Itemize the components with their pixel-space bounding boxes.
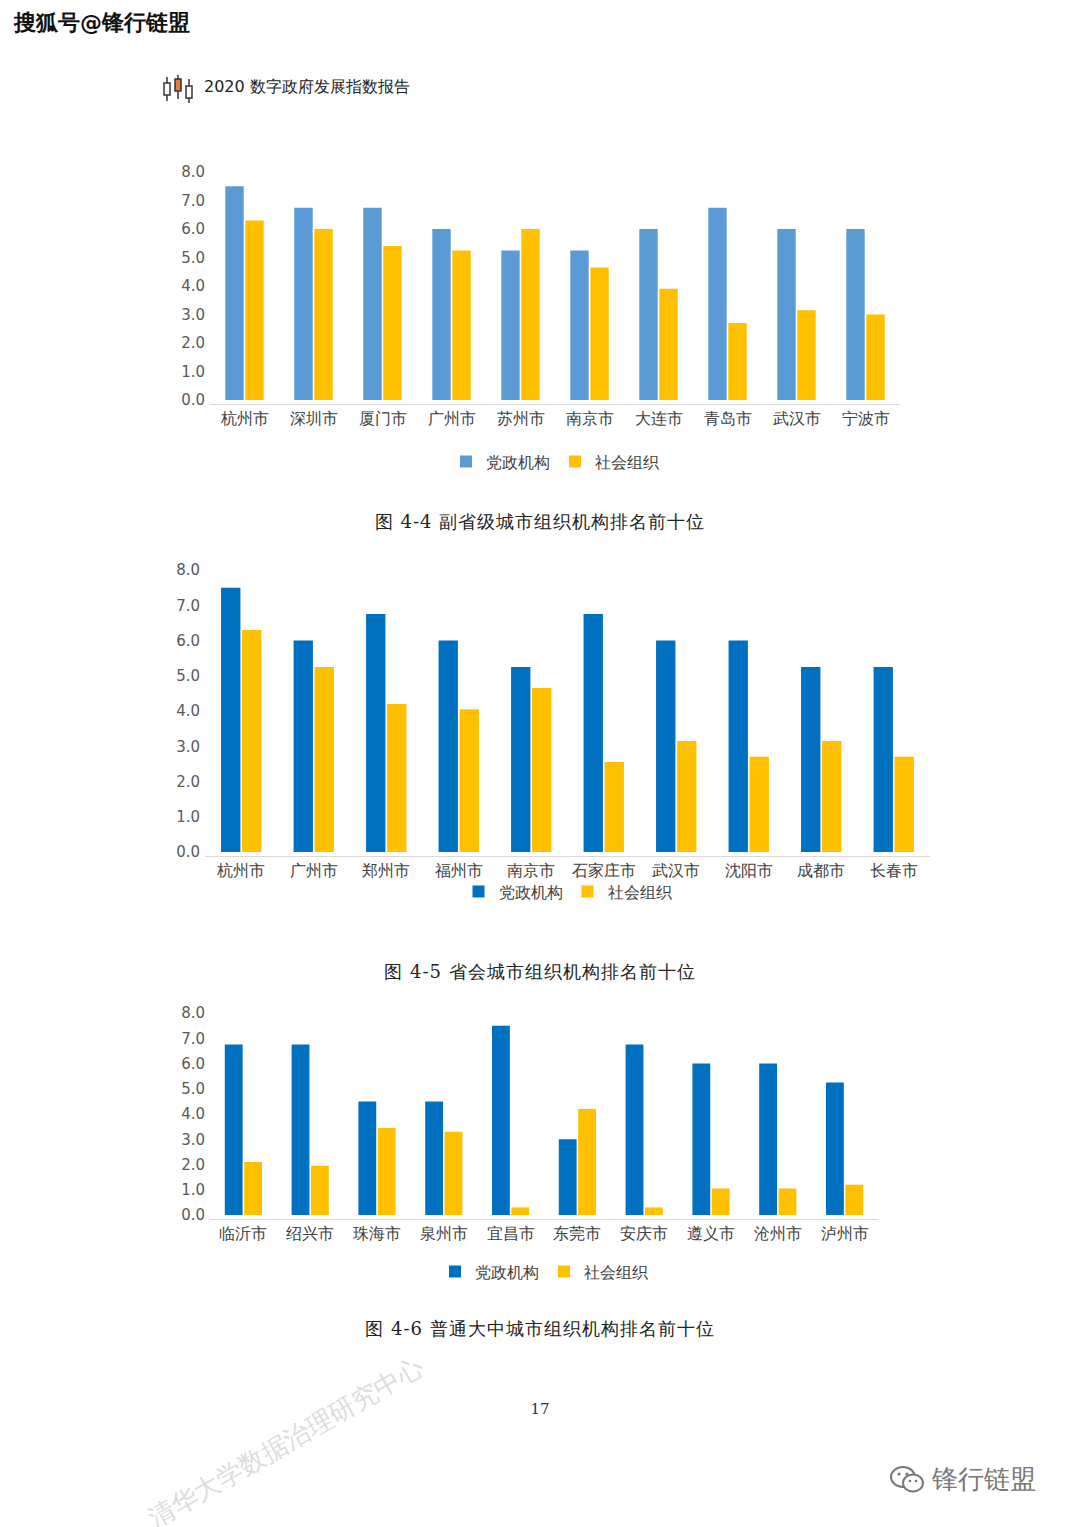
html-text:2020 数字政府发展指数报告: 2020 数字政府发展指数报告 xyxy=(204,77,410,96)
svg-text:3.0: 3.0 xyxy=(176,738,200,756)
svg-text:青岛市: 青岛市 xyxy=(704,409,752,428)
svg-text:广州市: 广州市 xyxy=(290,861,338,880)
svg-text:5.0: 5.0 xyxy=(176,667,200,685)
svg-text:东莞市: 东莞市 xyxy=(553,1224,601,1243)
svg-text:沧州市: 沧州市 xyxy=(754,1224,802,1243)
svg-text:0.0: 0.0 xyxy=(181,1206,205,1224)
svg-text:5.0: 5.0 xyxy=(181,249,205,267)
svg-text:8.0: 8.0 xyxy=(181,163,205,181)
svg-text:8.0: 8.0 xyxy=(181,1004,205,1022)
svg-text:泉州市: 泉州市 xyxy=(420,1224,468,1243)
svg-text:成都市: 成都市 xyxy=(797,861,845,880)
svg-text:珠海市: 珠海市 xyxy=(353,1224,401,1243)
svg-text:厦门市: 厦门市 xyxy=(359,409,407,428)
html-text:图 4-4 副省级城市组织机构排名前十位: 图 4-4 副省级城市组织机构排名前十位 xyxy=(374,511,706,532)
svg-text:1.0: 1.0 xyxy=(176,808,200,826)
svg-text:临沂市: 临沂市 xyxy=(219,1224,267,1243)
svg-text:武汉市: 武汉市 xyxy=(773,409,821,428)
svg-text:2.0: 2.0 xyxy=(176,773,200,791)
html-text:图 4-5 省会城市组织机构排名前十位: 图 4-5 省会城市组织机构排名前十位 xyxy=(384,961,696,982)
svg-text:福州市: 福州市 xyxy=(435,861,483,880)
svg-text:石家庄市: 石家庄市 xyxy=(572,861,636,880)
svg-text:2.0: 2.0 xyxy=(181,334,205,352)
html-text:17: 17 xyxy=(530,1400,550,1418)
svg-text:南京市: 南京市 xyxy=(566,409,614,428)
svg-text:党政机构: 党政机构 xyxy=(486,453,550,472)
svg-text:南京市: 南京市 xyxy=(507,861,555,880)
html-text:图 4-6 普通大中城市组织机构排名前十位: 图 4-6 普通大中城市组织机构排名前十位 xyxy=(365,1318,715,1339)
svg-text:武汉市: 武汉市 xyxy=(652,861,700,880)
svg-text:郑州市: 郑州市 xyxy=(362,861,410,880)
svg-text:遵义市: 遵义市 xyxy=(687,1224,735,1243)
svg-text:长春市: 长春市 xyxy=(870,861,918,880)
svg-text:1.0: 1.0 xyxy=(181,363,205,381)
html-text:锋行链盟: 锋行链盟 xyxy=(932,1464,1036,1494)
svg-text:泸州市: 泸州市 xyxy=(821,1224,869,1243)
svg-text:社会组织: 社会组织 xyxy=(595,453,659,472)
html-text:搜狐号@锋行链盟: 搜狐号@锋行链盟 xyxy=(14,10,190,35)
svg-text:2.0: 2.0 xyxy=(181,1156,205,1174)
svg-text:深圳市: 深圳市 xyxy=(290,409,338,428)
svg-text:6.0: 6.0 xyxy=(181,220,205,238)
svg-text:0.0: 0.0 xyxy=(176,843,200,861)
svg-text:苏州市: 苏州市 xyxy=(497,409,545,428)
svg-text:0.0: 0.0 xyxy=(181,391,205,409)
svg-text:大连市: 大连市 xyxy=(635,409,683,428)
svg-text:党政机构: 党政机构 xyxy=(475,1263,539,1282)
svg-text:杭州市: 杭州市 xyxy=(216,861,265,880)
svg-text:3.0: 3.0 xyxy=(181,306,205,324)
svg-text:1.0: 1.0 xyxy=(181,1181,205,1199)
svg-text:杭州市: 杭州市 xyxy=(220,409,269,428)
svg-text:7.0: 7.0 xyxy=(181,1030,205,1048)
svg-text:8.0: 8.0 xyxy=(176,561,200,579)
svg-text:社会组织: 社会组织 xyxy=(608,883,672,902)
svg-text:5.0: 5.0 xyxy=(181,1080,205,1098)
svg-text:4.0: 4.0 xyxy=(181,1105,205,1123)
svg-text:4.0: 4.0 xyxy=(176,702,200,720)
svg-text:7.0: 7.0 xyxy=(181,192,205,210)
svg-text:党政机构: 党政机构 xyxy=(499,883,563,902)
svg-text:社会组织: 社会组织 xyxy=(584,1263,648,1282)
svg-text:7.0: 7.0 xyxy=(176,597,200,615)
svg-text:绍兴市: 绍兴市 xyxy=(286,1224,334,1243)
svg-text:4.0: 4.0 xyxy=(181,277,205,295)
svg-text:3.0: 3.0 xyxy=(181,1131,205,1149)
svg-text:沈阳市: 沈阳市 xyxy=(725,861,773,880)
svg-text:宁波市: 宁波市 xyxy=(842,409,890,428)
svg-text:安庆市: 安庆市 xyxy=(620,1224,668,1243)
svg-text:宜昌市: 宜昌市 xyxy=(487,1224,535,1243)
svg-text:6.0: 6.0 xyxy=(181,1055,205,1073)
svg-text:6.0: 6.0 xyxy=(176,632,200,650)
svg-text:广州市: 广州市 xyxy=(428,409,476,428)
